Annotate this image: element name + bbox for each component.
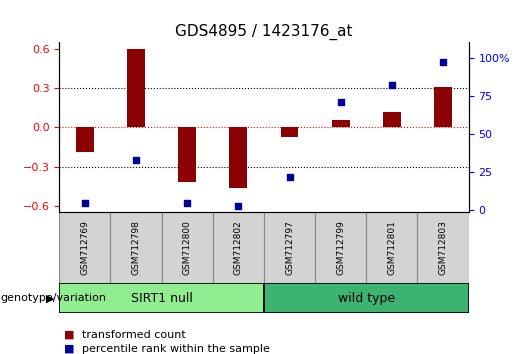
Point bbox=[183, 200, 191, 206]
Text: ■: ■ bbox=[64, 330, 75, 339]
Point bbox=[81, 200, 89, 206]
Bar bbox=[418, 212, 469, 283]
Text: SIRT1 null: SIRT1 null bbox=[131, 292, 193, 305]
Bar bbox=[366, 212, 418, 283]
Bar bbox=[213, 212, 264, 283]
Bar bbox=[434, 87, 452, 127]
Point bbox=[234, 203, 243, 209]
Text: percentile rank within the sample: percentile rank within the sample bbox=[82, 344, 270, 354]
Bar bbox=[178, 127, 196, 182]
Text: GSM712798: GSM712798 bbox=[131, 220, 141, 275]
Text: ▶: ▶ bbox=[45, 293, 54, 303]
Bar bbox=[315, 212, 366, 283]
Text: GSM712801: GSM712801 bbox=[387, 220, 397, 275]
Point bbox=[285, 174, 294, 180]
Bar bbox=[332, 120, 350, 127]
Point bbox=[439, 59, 447, 65]
Bar bbox=[76, 127, 94, 152]
Bar bbox=[281, 127, 299, 137]
Bar bbox=[264, 283, 469, 313]
Text: wild type: wild type bbox=[338, 292, 395, 305]
Text: GSM712800: GSM712800 bbox=[183, 220, 192, 275]
Bar bbox=[383, 112, 401, 127]
Text: GSM712803: GSM712803 bbox=[439, 220, 448, 275]
Bar bbox=[162, 212, 213, 283]
Text: ■: ■ bbox=[64, 344, 75, 354]
Text: GSM712799: GSM712799 bbox=[336, 220, 345, 275]
Text: GSM712802: GSM712802 bbox=[234, 221, 243, 275]
Bar bbox=[127, 49, 145, 127]
Point bbox=[388, 82, 396, 88]
Text: GSM712797: GSM712797 bbox=[285, 220, 294, 275]
Text: transformed count: transformed count bbox=[82, 330, 186, 339]
Title: GDS4895 / 1423176_at: GDS4895 / 1423176_at bbox=[175, 23, 353, 40]
Bar bbox=[59, 212, 110, 283]
Bar bbox=[110, 212, 162, 283]
Bar bbox=[229, 127, 247, 188]
Point bbox=[337, 99, 345, 105]
Bar bbox=[264, 212, 315, 283]
Text: GSM712769: GSM712769 bbox=[80, 220, 89, 275]
Bar bbox=[59, 283, 264, 313]
Text: genotype/variation: genotype/variation bbox=[0, 293, 106, 303]
Point bbox=[132, 157, 140, 163]
